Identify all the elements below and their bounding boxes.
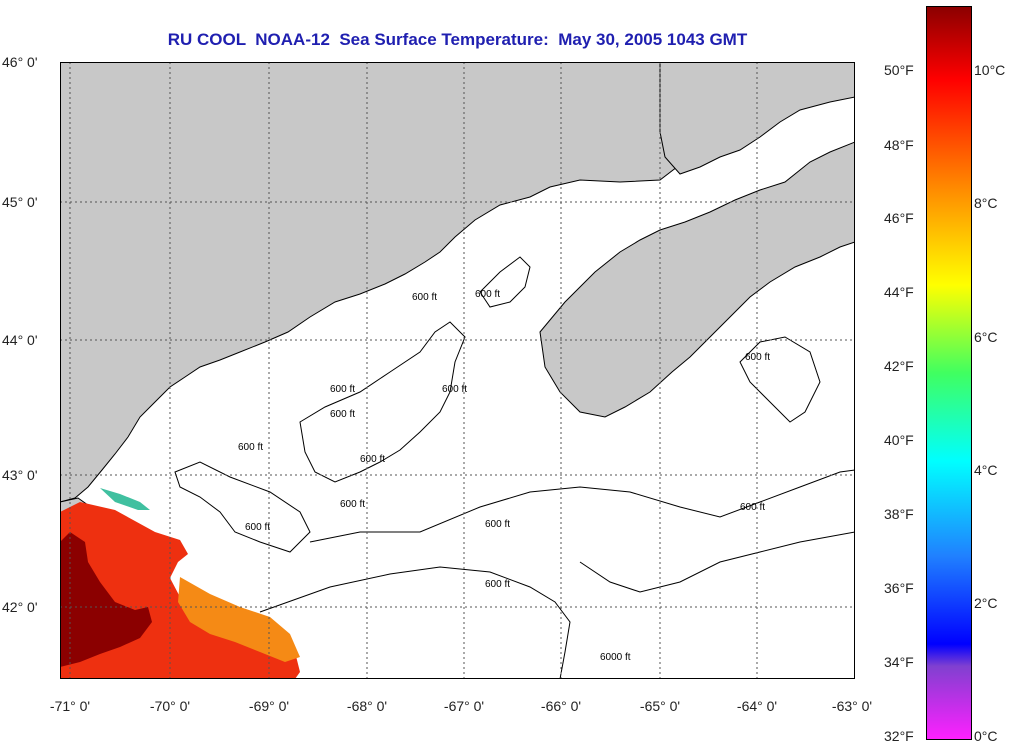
- lon-label-70: -70° 0': [149, 698, 191, 714]
- lat-label-46: 46° 0': [2, 54, 38, 70]
- sst-cool-streak: [100, 488, 150, 510]
- colorbar-f-48: 48°F: [884, 137, 914, 153]
- colorbar-c-6: 6°C: [974, 329, 998, 345]
- land-mainland: [60, 62, 721, 503]
- colorbar-f-38: 38°F: [884, 506, 914, 522]
- contour-600ft-east: [579, 531, 855, 593]
- contour-label: 6000 ft: [600, 652, 631, 663]
- lat-label-43: 43° 0': [2, 467, 38, 483]
- colorbar-c-10: 10°C: [974, 62, 1006, 78]
- colorbar-f-32: 32°F: [884, 728, 914, 744]
- lat-label-42: 42° 0': [2, 599, 38, 615]
- colorbar-f-44: 44°F: [884, 284, 914, 300]
- land-nova-scotia: [539, 141, 855, 418]
- contour-label: 600 ft: [442, 384, 467, 395]
- contour-label: 600 ft: [238, 442, 263, 453]
- lon-label-63: -63° 0': [831, 698, 873, 714]
- contour-label: 600 ft: [412, 292, 437, 303]
- contour-600ft-scotian: [739, 336, 821, 423]
- contour-600ft-west: [174, 461, 311, 553]
- contour-label: 600 ft: [330, 409, 355, 420]
- lat-label-44: 44° 0': [2, 332, 38, 348]
- colorbar-c-0: 0°C: [974, 728, 998, 744]
- colorbar-f-50: 50°F: [884, 62, 914, 78]
- lon-label-66: -66° 0': [540, 698, 582, 714]
- lat-label-45: 45° 0': [2, 194, 38, 210]
- map-frame: [60, 62, 855, 679]
- lon-label-64: -64° 0': [736, 698, 778, 714]
- contour-label: 600 ft: [245, 522, 270, 533]
- colorbar-f-34: 34°F: [884, 654, 914, 670]
- colorbar-f-36: 36°F: [884, 580, 914, 596]
- contour-label: 600 ft: [485, 519, 510, 530]
- sst-cold-inshore: [60, 532, 152, 667]
- lon-label-69: -69° 0': [248, 698, 290, 714]
- sst-map: 600 ft 600 ft 600 ft 600 ft 600 ft 600 f…: [60, 62, 855, 679]
- contour-600ft-georges: [309, 469, 855, 543]
- lon-label-71: -71° 0': [49, 698, 91, 714]
- lon-label-65: -65° 0': [639, 698, 681, 714]
- contour-label: 600 ft: [360, 454, 385, 465]
- lon-label-67: -67° 0': [443, 698, 485, 714]
- contour-label: 600 ft: [475, 289, 500, 300]
- contour-label: 600 ft: [330, 384, 355, 395]
- colorbar-c-2: 2°C: [974, 595, 998, 611]
- colorbar-f-40: 40°F: [884, 432, 914, 448]
- colorbar-f-42: 42°F: [884, 358, 914, 374]
- sst-orange-band: [178, 577, 300, 662]
- contour-label: 600 ft: [485, 579, 510, 590]
- color-scale-bar: [926, 6, 972, 740]
- colorbar-c-4: 4°C: [974, 462, 998, 478]
- contour-label: 600 ft: [740, 502, 765, 513]
- lon-label-68: -68° 0': [346, 698, 388, 714]
- colorbar-f-46: 46°F: [884, 210, 914, 226]
- contour-600ft-bay: [479, 256, 531, 308]
- contour-label: 600 ft: [745, 352, 770, 363]
- contour-6000ft: [259, 566, 571, 679]
- map-title: RU COOL NOAA-12 Sea Surface Temperature:…: [167, 30, 748, 49]
- contour-label: 600 ft: [340, 499, 365, 510]
- contour-600ft-central: [299, 321, 466, 483]
- colorbar-c-8: 8°C: [974, 195, 998, 211]
